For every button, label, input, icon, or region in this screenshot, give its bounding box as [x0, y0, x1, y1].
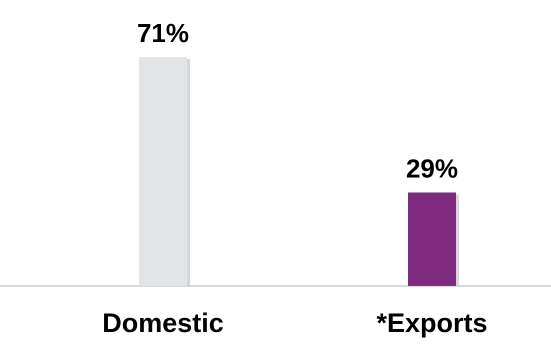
bars-layer	[139, 57, 459, 286]
bar-domestic	[139, 57, 187, 286]
category-label-0: Domestic	[102, 308, 224, 338]
bar-exports	[408, 192, 456, 286]
category-label-1: *Exports	[376, 308, 487, 338]
value-label-1: 29%	[406, 153, 458, 183]
value-label-0: 71%	[137, 18, 189, 48]
labels-layer: 71% Domestic 29% *Exports	[102, 18, 487, 338]
